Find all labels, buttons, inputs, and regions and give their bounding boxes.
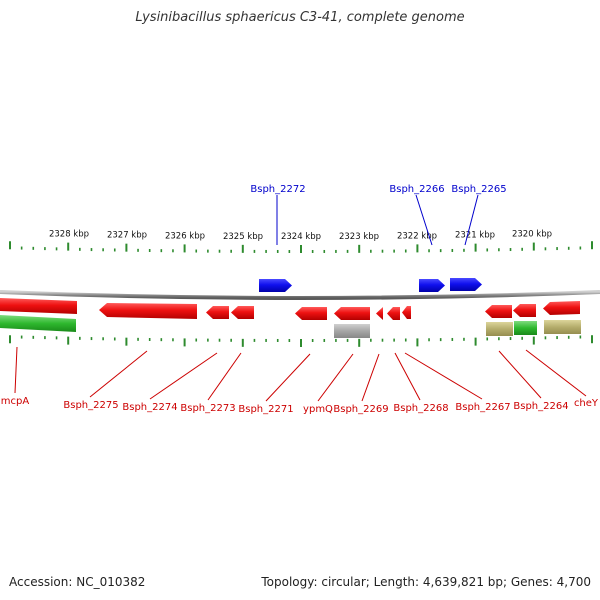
label-ypmQ: ypmQ <box>303 404 333 415</box>
gene-bsph-2266[interactable] <box>419 279 445 292</box>
forward-gene-callouts: Bsph_2272 Bsph_2266 Bsph_2265 <box>250 184 507 246</box>
label-bsph-2272: Bsph_2272 <box>250 184 305 195</box>
genome-backbone <box>0 290 600 300</box>
reverse-genes <box>0 298 580 320</box>
gene-cheY-a[interactable] <box>513 304 536 317</box>
label-bsph-2273: Bsph_2273 <box>180 403 235 414</box>
ruler-label: 2320 kbp <box>512 230 552 240</box>
reverse-gene-callouts: mcpA Bsph_2275 Bsph_2274 Bsph_2273 Bsph_… <box>1 346 599 415</box>
gene-bsph-2272[interactable] <box>259 279 292 292</box>
forward-genes <box>259 278 482 292</box>
gene-bsph-2273[interactable] <box>231 306 254 319</box>
gene-ypmQ[interactable] <box>334 307 370 320</box>
gene-bsph-2265[interactable] <box>450 278 482 291</box>
olive-feature-2 <box>544 320 581 334</box>
feature-tracks <box>0 315 581 338</box>
ruler-label: 2323 kbp <box>339 232 379 242</box>
gene-bsph-2274[interactable] <box>206 306 229 319</box>
ruler-labels: 2328 kbp 2327 kbp 2326 kbp 2325 kbp 2324 kbp… <box>49 230 552 242</box>
gene-bsph-2267[interactable] <box>402 306 411 319</box>
gene-cheY[interactable] <box>543 301 580 315</box>
olive-feature-1 <box>486 322 513 336</box>
ruler-label: 2324 kbp <box>281 232 321 242</box>
ruler-label: 2325 kbp <box>223 232 263 242</box>
label-cheY: cheY <box>574 398 599 409</box>
ruler-ticks-top <box>9 241 593 253</box>
gene-bsph-2275[interactable] <box>99 303 197 319</box>
topology-text: Topology: circular; Length: 4,639,821 bp… <box>261 575 591 589</box>
label-bsph-2264: Bsph_2264 <box>513 401 568 412</box>
ruler-label: 2321 kbp <box>455 231 495 241</box>
label-bsph-2271: Bsph_2271 <box>238 404 293 415</box>
green-feature-right <box>514 321 537 335</box>
ruler-ticks-bottom <box>9 335 593 347</box>
label-mcpA: mcpA <box>1 396 30 407</box>
gene-mcpA[interactable] <box>0 298 77 314</box>
green-feature-left <box>0 315 76 332</box>
label-bsph-2266: Bsph_2266 <box>389 184 444 195</box>
label-bsph-2275: Bsph_2275 <box>63 400 118 411</box>
label-bsph-2269: Bsph_2269 <box>333 404 388 415</box>
label-bsph-2274: Bsph_2274 <box>122 402 177 413</box>
label-bsph-2268: Bsph_2268 <box>393 403 448 414</box>
label-bsph-2267: Bsph_2267 <box>455 402 510 413</box>
map-title: Lysinibacillus sphaericus C3-41, complet… <box>135 10 465 25</box>
ruler-label: 2328 kbp <box>49 230 89 240</box>
ruler-label: 2326 kbp <box>165 231 205 241</box>
gene-bsph-2268[interactable] <box>387 307 400 320</box>
accession-text: Accession: NC_010382 <box>9 575 146 589</box>
label-bsph-2265: Bsph_2265 <box>451 184 506 195</box>
gene-bsph-2269[interactable] <box>376 307 383 320</box>
gene-bsph-2271[interactable] <box>295 307 327 320</box>
ruler-label: 2322 kbp <box>397 231 437 241</box>
ruler-label: 2327 kbp <box>107 231 147 241</box>
gene-bsph-2264[interactable] <box>485 305 512 318</box>
gray-feature <box>334 324 370 338</box>
